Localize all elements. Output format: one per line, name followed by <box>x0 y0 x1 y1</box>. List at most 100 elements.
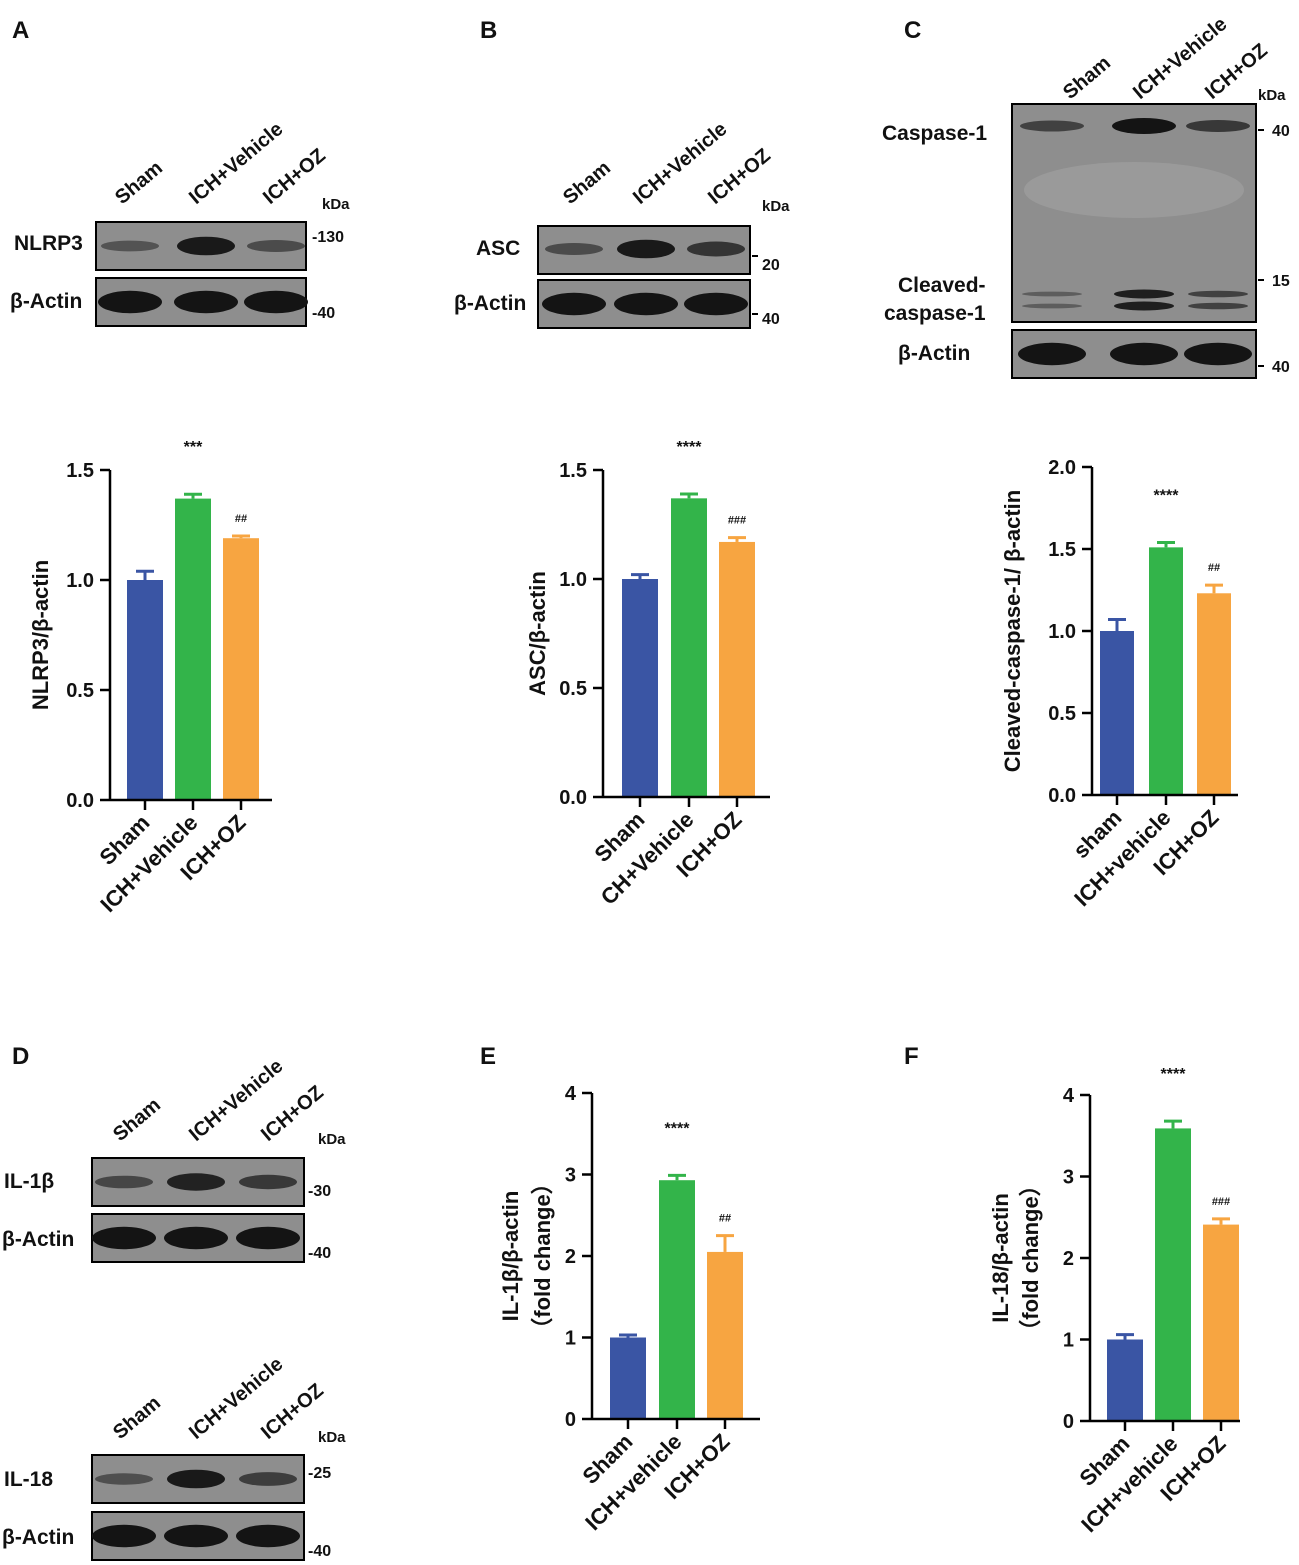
lane-label: ICH+OZ <box>259 144 330 208</box>
significance-label: ## <box>1208 562 1220 574</box>
blot-band <box>95 1175 153 1189</box>
y-tick-label: 1.0 <box>66 570 94 592</box>
blot-band <box>92 1524 156 1548</box>
y-tick-label: 1.5 <box>559 460 587 482</box>
blot-protein-label: Cleaved- <box>898 274 986 297</box>
mw-marker: -40 <box>308 1543 331 1560</box>
y-tick-label: 0.5 <box>66 680 94 702</box>
y-axis-label: ASC/β-actin <box>525 571 550 696</box>
blot-band <box>239 1472 297 1486</box>
bar <box>1107 1339 1143 1421</box>
blot-band <box>164 1524 228 1548</box>
kda-label: kDa <box>1258 87 1286 104</box>
bar <box>175 498 211 800</box>
chart-a: ***##0.00.51.01.5ShamICH+VehicleICH+OZNL… <box>28 439 272 917</box>
blot-band <box>239 1174 297 1190</box>
mw-marker: 40 <box>1272 359 1290 376</box>
chart-c: ****##0.00.51.01.52.0shamICH+vehicleICH+… <box>1000 457 1238 911</box>
y-tick-label: 1 <box>1063 1330 1074 1352</box>
lane-label: Sham <box>559 157 615 209</box>
blot-band <box>236 1524 300 1548</box>
y-axis-label: IL-18/β-actin <box>988 1193 1013 1323</box>
blot-band <box>1022 291 1082 297</box>
panel-label-e: E <box>480 1043 496 1070</box>
panel-label-f: F <box>904 1043 919 1070</box>
bar <box>1149 547 1183 795</box>
blot-band <box>1022 303 1082 309</box>
chart-e: ****##01234ShamICH+vehicleICH+OZIL-1β/β-… <box>498 1083 760 1535</box>
y-axis-label: NLRP3/β-actin <box>28 560 53 710</box>
blot-band <box>167 1469 225 1489</box>
mw-marker: -130 <box>312 229 344 246</box>
blot-band <box>1018 342 1086 366</box>
blot-band <box>1186 120 1250 132</box>
lane-label: Sham <box>1059 52 1115 104</box>
blot-protein-label: caspase-1 <box>884 302 986 325</box>
y-axis-label: （fold change） <box>530 1172 555 1339</box>
blot-protein-label: β-Actin <box>454 292 526 315</box>
significance-label: **** <box>1154 487 1180 504</box>
bar <box>223 538 259 800</box>
mw-marker: 15 <box>1272 273 1290 290</box>
y-tick-label: 1.0 <box>1048 621 1076 643</box>
blot-band <box>247 240 305 252</box>
blot-band <box>542 292 606 316</box>
significance-label: ## <box>719 1213 731 1225</box>
blot-band <box>92 1226 156 1250</box>
mw-marker: -40 <box>312 305 335 322</box>
significance-label: **** <box>677 439 703 456</box>
blot-band <box>1110 342 1178 366</box>
y-tick-label: 0 <box>565 1409 576 1431</box>
y-tick-label: 4 <box>565 1083 577 1105</box>
blot-band <box>167 1173 225 1191</box>
y-axis-label: IL-1β/β-actin <box>498 1191 523 1322</box>
blot-band <box>101 240 159 252</box>
significance-label: *** <box>184 439 203 456</box>
lane-label: Sham <box>109 1392 165 1444</box>
y-axis-label: Cleaved-caspase-1/ β-actin <box>1000 490 1025 772</box>
y-tick-label: 3 <box>565 1165 576 1187</box>
blot-protein-label: β-Actin <box>2 1228 74 1251</box>
bar <box>622 579 658 797</box>
panel-label-a: A <box>12 17 29 44</box>
blot-band <box>236 1226 300 1250</box>
blot-protein-label: β-Actin <box>2 1526 74 1549</box>
blot-band <box>98 290 162 314</box>
y-tick-label: 1.5 <box>66 460 94 482</box>
y-tick-label: 3 <box>1063 1167 1074 1189</box>
blot-band <box>174 290 238 314</box>
kda-label: kDa <box>318 1429 346 1446</box>
kda-label: kDa <box>322 196 350 213</box>
blot-protein-label: IL-1β <box>4 1170 54 1193</box>
kda-label: kDa <box>762 198 790 215</box>
mw-marker: -25 <box>308 1465 331 1482</box>
blot-band <box>1114 301 1174 311</box>
blot-band <box>1020 120 1084 132</box>
y-tick-label: 2 <box>565 1246 576 1268</box>
significance-label: ### <box>728 515 746 527</box>
y-tick-label: 0 <box>1063 1411 1074 1433</box>
kda-label: kDa <box>318 1131 346 1148</box>
bar <box>610 1337 646 1419</box>
mw-marker: -40 <box>308 1245 331 1262</box>
blot-protein-label: Caspase-1 <box>882 122 987 145</box>
y-axis-label: （fold change） <box>1018 1174 1043 1341</box>
blot-band <box>684 292 748 316</box>
y-tick-label: 1 <box>565 1328 576 1350</box>
bar <box>1155 1128 1191 1421</box>
significance-label: ### <box>1212 1196 1230 1208</box>
y-tick-label: 0.5 <box>559 678 587 700</box>
y-tick-label: 0.0 <box>66 790 94 812</box>
bar <box>1197 593 1231 795</box>
blot-band <box>1112 118 1176 134</box>
blot-protein-label: NLRP3 <box>14 232 83 255</box>
blot-band <box>614 292 678 316</box>
bar <box>707 1251 743 1419</box>
mw-marker: -30 <box>308 1183 331 1200</box>
blot-protein-label: ASC <box>476 237 520 260</box>
y-tick-label: 1.0 <box>559 569 587 591</box>
y-tick-label: 0.0 <box>559 787 587 809</box>
mw-marker: 40 <box>1272 123 1290 140</box>
y-tick-label: 1.5 <box>1048 539 1076 561</box>
